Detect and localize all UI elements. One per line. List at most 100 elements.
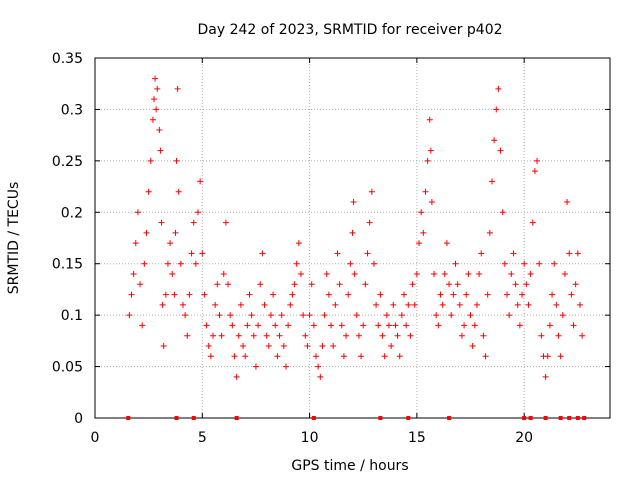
y-axis-label: SRMTID / TECUs [6, 182, 22, 295]
data-point [401, 291, 407, 298]
data-point [162, 291, 169, 298]
data-point [274, 353, 281, 360]
data-point [362, 281, 369, 288]
data-point [145, 188, 152, 195]
y-tick-label: 0.25 [52, 154, 83, 170]
data-point [383, 312, 390, 319]
data-point [353, 312, 360, 319]
data-point [207, 353, 214, 360]
data-point [186, 291, 193, 298]
data-point [149, 116, 156, 123]
data-point [295, 240, 302, 247]
data-point [506, 312, 513, 319]
data-point [317, 373, 324, 380]
data-point [491, 137, 498, 144]
data-point [267, 312, 274, 319]
data-point [508, 271, 515, 277]
zero-value-marker [447, 416, 452, 420]
data-point [336, 281, 343, 288]
data-point [227, 312, 234, 319]
data-point [473, 301, 480, 308]
data-point [250, 332, 257, 339]
data-point [519, 291, 526, 298]
data-point [190, 219, 197, 226]
data-point [403, 322, 410, 329]
data-point [480, 332, 487, 339]
data-point [476, 271, 483, 277]
data-point [396, 353, 403, 360]
data-point [452, 260, 459, 267]
data-point [392, 322, 399, 329]
data-point [366, 219, 373, 226]
data-point [437, 291, 444, 298]
y-tick-label: 0.1 [61, 308, 83, 324]
data-point [197, 178, 204, 185]
data-point [351, 271, 358, 277]
data-point [484, 291, 491, 298]
data-point [497, 147, 504, 154]
data-point [128, 291, 135, 298]
data-point [340, 353, 347, 360]
data-point [177, 260, 184, 267]
data-point [332, 301, 339, 308]
data-point [542, 373, 549, 380]
data-point [203, 322, 210, 329]
data-point [315, 363, 322, 370]
data-point [559, 312, 566, 319]
data-point [493, 106, 500, 113]
data-point [188, 250, 195, 257]
data-point [306, 312, 313, 319]
data-point [172, 229, 179, 236]
data-point [407, 332, 414, 339]
data-point [246, 291, 253, 298]
data-point [313, 353, 320, 360]
data-point [141, 260, 148, 267]
data-point [413, 271, 420, 277]
data-point [527, 271, 534, 277]
data-point [422, 188, 429, 195]
data-point [431, 271, 438, 277]
data-point [282, 363, 289, 370]
data-point [291, 281, 298, 288]
data-point [280, 343, 287, 349]
data-point [237, 301, 244, 308]
data-point [218, 332, 225, 339]
data-point [159, 301, 166, 308]
zero-value-marker [582, 416, 587, 420]
grid [95, 58, 610, 418]
data-point [467, 312, 474, 319]
data-point [405, 301, 412, 308]
data-point [555, 332, 562, 339]
data-point [446, 281, 453, 288]
data-point [534, 157, 541, 164]
zero-value-marker [191, 416, 196, 420]
data-point [426, 116, 433, 123]
data-points [126, 75, 587, 420]
data-point [192, 260, 199, 267]
data-point [154, 85, 161, 92]
zero-value-marker [311, 416, 316, 420]
data-point [478, 250, 485, 257]
data-point [164, 260, 171, 267]
data-point [538, 332, 545, 339]
data-point [345, 291, 352, 298]
data-point [265, 343, 272, 349]
data-point [173, 157, 180, 164]
x-axis-label: GPS time / hours [291, 458, 408, 474]
data-point [321, 312, 328, 319]
data-point [523, 281, 530, 288]
data-point [153, 106, 160, 113]
data-point [287, 301, 294, 308]
data-point [175, 188, 182, 195]
data-point [169, 271, 176, 277]
data-point [388, 343, 395, 349]
data-point [199, 250, 206, 257]
data-point [343, 332, 350, 339]
chart-title: Day 242 of 2023, SRMTID for receiver p40… [197, 22, 502, 38]
data-point [360, 322, 367, 329]
data-point [334, 250, 341, 257]
data-point [454, 281, 461, 288]
data-point [231, 353, 238, 360]
data-point [349, 229, 356, 236]
